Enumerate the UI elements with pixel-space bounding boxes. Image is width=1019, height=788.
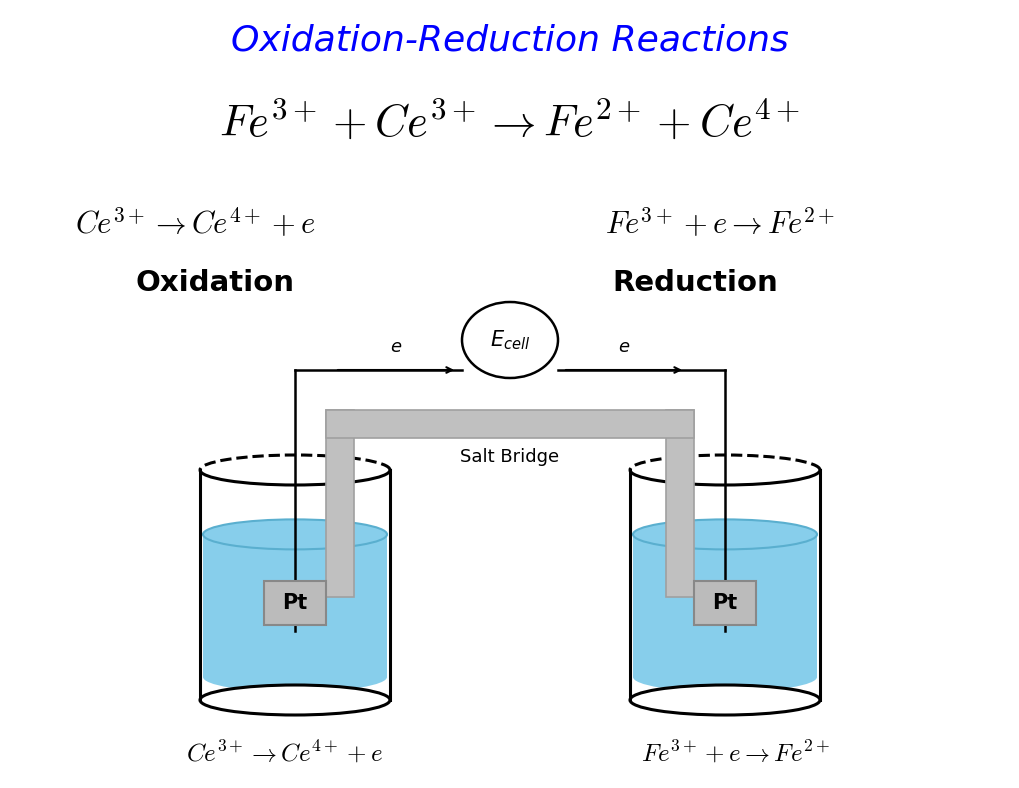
Text: Pt: Pt	[282, 593, 308, 613]
Ellipse shape	[203, 662, 386, 692]
Polygon shape	[665, 410, 693, 597]
Ellipse shape	[200, 685, 389, 715]
Ellipse shape	[462, 302, 557, 378]
Text: $Fe^{3+} + e \rightarrow Fe^{2+}$: $Fe^{3+} + e \rightarrow Fe^{2+}$	[604, 206, 835, 240]
Text: $Fe^{3+} + e \rightarrow Fe^{2+}$: $Fe^{3+} + e \rightarrow Fe^{2+}$	[640, 740, 828, 766]
Polygon shape	[326, 410, 693, 438]
Polygon shape	[203, 534, 386, 677]
Ellipse shape	[633, 662, 816, 692]
Ellipse shape	[630, 685, 819, 715]
Text: $Fe^{3+} + Ce^{3+} \rightarrow Fe^{2+} + Ce^{4+}$: $Fe^{3+} + Ce^{3+} \rightarrow Fe^{2+} +…	[219, 100, 800, 146]
FancyBboxPatch shape	[693, 582, 755, 626]
Text: Reduction: Reduction	[611, 269, 777, 297]
Text: Pt: Pt	[711, 593, 737, 613]
Polygon shape	[326, 410, 354, 597]
Ellipse shape	[203, 519, 386, 549]
Text: Oxidation-Reduction Reactions: Oxidation-Reduction Reactions	[231, 23, 788, 57]
FancyBboxPatch shape	[264, 582, 326, 626]
Text: $Ce^{3+} \rightarrow Ce^{4+} + e$: $Ce^{3+} \rightarrow Ce^{4+} + e$	[186, 740, 383, 766]
Text: e: e	[618, 338, 629, 356]
Text: $E_{cell}$: $E_{cell}$	[489, 328, 530, 351]
Text: Oxidation: Oxidation	[136, 269, 294, 297]
Polygon shape	[633, 534, 816, 677]
Text: e: e	[390, 338, 401, 356]
Text: $Ce^{3+} \rightarrow Ce^{4+} + e$: $Ce^{3+} \rightarrow Ce^{4+} + e$	[74, 206, 315, 240]
Text: Salt Bridge: Salt Bridge	[460, 448, 559, 466]
Ellipse shape	[633, 519, 816, 549]
